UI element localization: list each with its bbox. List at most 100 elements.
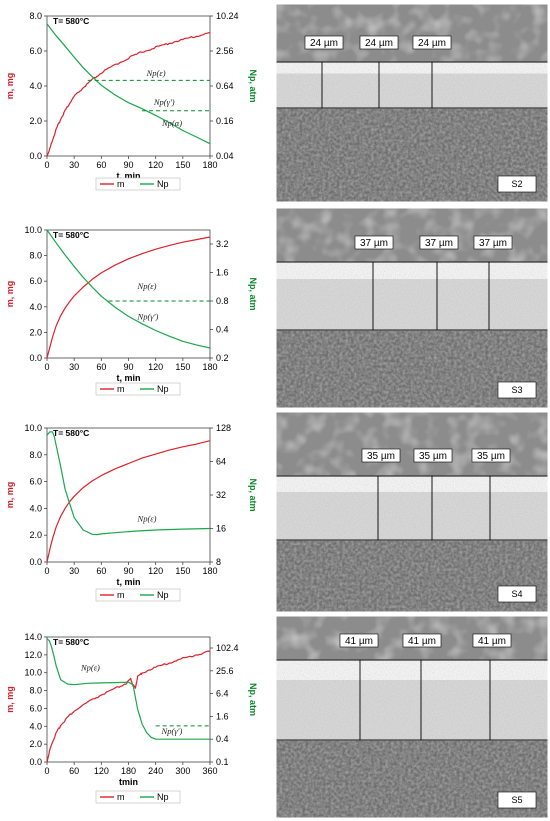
y-tick-label: 0.0 bbox=[29, 151, 42, 161]
x-tick-label: 300 bbox=[175, 766, 190, 776]
x-tick-label: 240 bbox=[148, 766, 163, 776]
x-tick-label: 120 bbox=[148, 566, 163, 576]
thickness-label: 35 µm bbox=[367, 451, 395, 462]
thickness-label-box bbox=[361, 448, 401, 463]
threshold-label: Np(γ') bbox=[153, 97, 175, 107]
legend: m Np bbox=[95, 790, 181, 804]
legend: m Np bbox=[95, 588, 181, 602]
y2-tick-label: 3.2 bbox=[216, 239, 229, 249]
y2-axis-label: Np, atm bbox=[248, 277, 258, 310]
y2-axis-label: Np, atm bbox=[248, 69, 258, 102]
y-tick-label: 0.0 bbox=[29, 557, 42, 567]
sample-label-box bbox=[497, 175, 537, 193]
legend-label: m bbox=[117, 792, 125, 802]
temperature-annotation: T= 580°C bbox=[53, 16, 89, 26]
legend-label: Np bbox=[157, 590, 169, 600]
legend-label: Np bbox=[157, 179, 169, 189]
y-tick-label: 0.0 bbox=[29, 353, 42, 363]
resin-texture bbox=[276, 412, 548, 476]
chart-1: 0 30 60 90 120 150 180 0.0 2.0 4.0 6.0 8.0 0.04 0.16 0… bbox=[5, 11, 258, 191]
thickness-label: 37 µm bbox=[479, 238, 507, 249]
panel-border bbox=[275, 3, 549, 203]
y2-tick-label: 64 bbox=[216, 457, 226, 467]
micrograph-s4: 35 µm 35 µm 35 µm S4 bbox=[275, 411, 549, 613]
legend-label: m bbox=[117, 590, 125, 600]
legend-label: m bbox=[117, 179, 125, 189]
threshold-label: Np(ε) bbox=[137, 281, 157, 291]
y-tick-label: 4.0 bbox=[29, 302, 42, 312]
curve-label: Np(α) bbox=[161, 118, 182, 128]
y2-tick-label: 2.56 bbox=[216, 46, 234, 56]
series-line-m bbox=[46, 32, 211, 157]
plot-frame bbox=[46, 15, 211, 157]
x-axis-label: t, min bbox=[117, 373, 141, 383]
x-tick-label: 90 bbox=[123, 362, 133, 372]
y2-tick-label: 16 bbox=[216, 524, 226, 534]
y-tick-label: 4.0 bbox=[29, 721, 42, 731]
x-tick-label: 0 bbox=[44, 566, 49, 576]
panel-border bbox=[275, 615, 549, 819]
y-tick-label: 6.0 bbox=[29, 276, 42, 286]
y-tick-label: 2.0 bbox=[29, 116, 42, 126]
thickness-label: 35 µm bbox=[477, 451, 505, 462]
thickness-label: 37 µm bbox=[425, 238, 453, 249]
x-tick-label: 90 bbox=[123, 566, 133, 576]
thickness-label-box bbox=[359, 35, 399, 50]
x-tick-label: 60 bbox=[69, 766, 79, 776]
series-line-np bbox=[46, 23, 211, 145]
thickness-label: 35 µm bbox=[419, 451, 447, 462]
thickness-label: 41 µm bbox=[478, 636, 506, 647]
micrograph-s5: 41 µm 41 µm 41 µm S5 bbox=[275, 615, 549, 819]
x-tick-label: 120 bbox=[148, 160, 163, 170]
micrograph-s3: 37 µm 37 µm 37 µm S3 bbox=[275, 207, 549, 409]
y-tick-label: 6.0 bbox=[29, 46, 42, 56]
y2-tick-label: 0.64 bbox=[216, 81, 234, 91]
thickness-label: 24 µm bbox=[365, 38, 393, 49]
layer-texture bbox=[276, 62, 548, 108]
y2-axis-label: Np, atm bbox=[248, 478, 258, 511]
thickness-label-box bbox=[419, 235, 459, 250]
legend-label: Np bbox=[157, 384, 169, 394]
temperature-annotation: T= 580°C bbox=[53, 230, 89, 240]
x-tick-label: 150 bbox=[175, 362, 190, 372]
y-tick-label: 0.0 bbox=[29, 757, 42, 767]
thickness-label-box bbox=[339, 633, 379, 648]
thickness-label-box bbox=[472, 633, 512, 648]
y-axis-label: m, mg bbox=[5, 73, 15, 100]
y2-tick-label: 128 bbox=[216, 423, 231, 433]
y-tick-label: 4.0 bbox=[29, 81, 42, 91]
x-tick-label: 120 bbox=[148, 362, 163, 372]
curve-label: Np(ε) bbox=[80, 663, 100, 673]
y-tick-label: 8.0 bbox=[29, 251, 42, 261]
sample-label: S5 bbox=[511, 795, 522, 805]
y-tick-label: 4.0 bbox=[29, 503, 42, 513]
thickness-label: 24 µm bbox=[418, 38, 446, 49]
y2-tick-label: 25.6 bbox=[216, 666, 234, 676]
x-tick-label: 0 bbox=[44, 766, 49, 776]
temperature-annotation: T= 580°C bbox=[53, 637, 89, 647]
y-tick-label: 2.0 bbox=[29, 739, 42, 749]
plot-frame bbox=[46, 427, 211, 563]
y-axis-label: m, mg bbox=[5, 686, 15, 713]
chart-3: 0 30 60 90 120 150 180 0.0 2.0 4.0 6.0 8.0 10.0 8 16 32… bbox=[5, 423, 258, 602]
x-axis-label: t, min bbox=[117, 577, 141, 587]
y-tick-label: 14.0 bbox=[24, 632, 42, 642]
y2-tick-label: 8 bbox=[216, 557, 221, 567]
sample-label: S2 bbox=[511, 179, 522, 189]
x-tick-label: 0 bbox=[44, 160, 49, 170]
chart-4: 0 60 120 180 240 300 360 0.0 2.0 4.0 6.0 8.0 10.0 12.… bbox=[5, 632, 258, 804]
x-tick-label: 180 bbox=[202, 566, 217, 576]
resin-texture bbox=[276, 4, 548, 62]
legend: m Np bbox=[95, 382, 181, 396]
panel-border bbox=[275, 207, 549, 409]
y-tick-label: 8.0 bbox=[29, 450, 42, 460]
y2-tick-label: 0.4 bbox=[216, 734, 229, 744]
legend-box bbox=[95, 588, 181, 602]
layer-texture bbox=[276, 476, 548, 540]
thickness-label-box bbox=[402, 633, 442, 648]
x-tick-label: 180 bbox=[202, 160, 217, 170]
thickness-label-box bbox=[471, 448, 511, 463]
series-line-np bbox=[46, 638, 210, 740]
sample-label: S4 bbox=[511, 589, 522, 599]
legend-box bbox=[95, 790, 181, 804]
